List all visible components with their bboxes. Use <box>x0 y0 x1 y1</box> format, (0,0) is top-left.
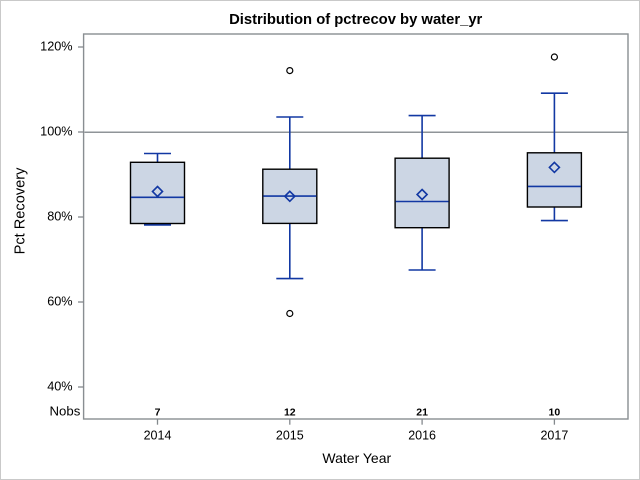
svg-text:12: 12 <box>284 406 296 418</box>
svg-text:Nobs: Nobs <box>50 404 81 419</box>
svg-text:60%: 60% <box>47 295 72 309</box>
svg-text:80%: 80% <box>47 210 72 224</box>
svg-text:21: 21 <box>416 406 428 418</box>
svg-text:2015: 2015 <box>276 429 304 443</box>
svg-text:Distribution of pctrecov by wa: Distribution of pctrecov by water_yr <box>229 12 482 28</box>
svg-text:2017: 2017 <box>540 429 568 443</box>
svg-text:100%: 100% <box>40 125 72 139</box>
svg-text:2014: 2014 <box>144 429 172 443</box>
svg-text:Pct Recovery: Pct Recovery <box>13 167 29 254</box>
svg-text:40%: 40% <box>47 380 72 394</box>
svg-text:7: 7 <box>155 406 161 418</box>
svg-text:2016: 2016 <box>408 429 436 443</box>
svg-text:120%: 120% <box>40 40 72 54</box>
svg-text:Water Year: Water Year <box>322 450 391 466</box>
svg-text:10: 10 <box>549 406 561 418</box>
